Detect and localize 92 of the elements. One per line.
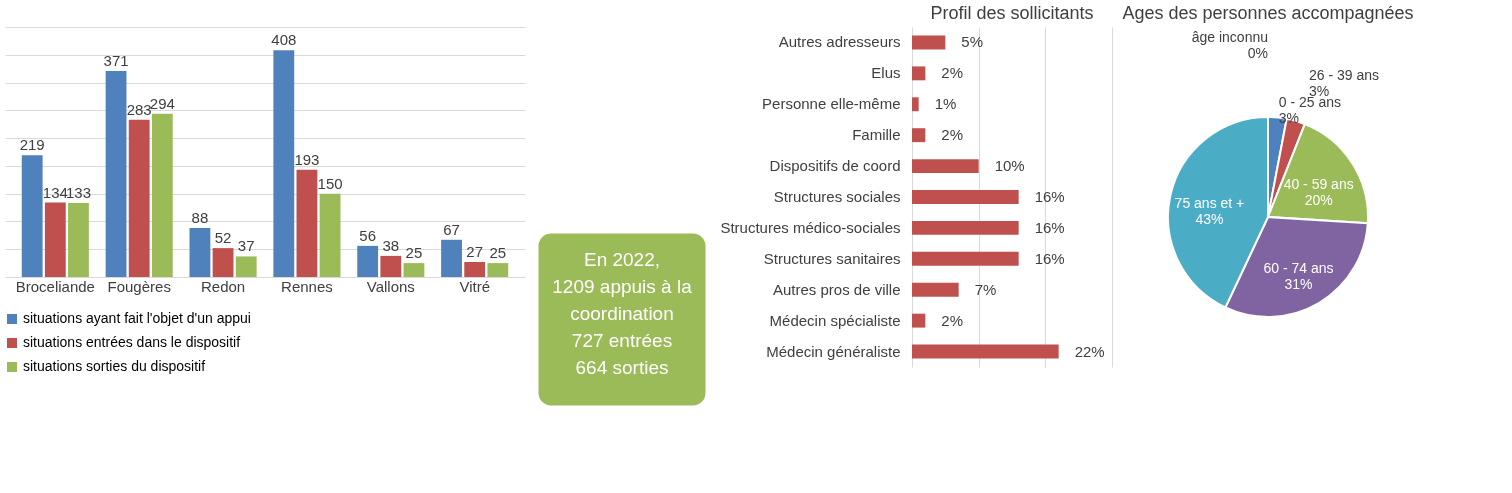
data-label: 43% — [1195, 210, 1224, 227]
bar — [151, 113, 173, 277]
text: En 2022, — [583, 249, 661, 270]
data-label: 37 — [237, 237, 255, 255]
data-label: 16% — [1034, 249, 1065, 267]
bar — [296, 169, 318, 277]
y-tick-label: Médecin généraliste — [766, 342, 901, 360]
data-label: 88 — [191, 209, 209, 227]
bar — [487, 263, 509, 277]
data-label: 67 — [443, 220, 460, 238]
data-label: 31% — [1284, 275, 1313, 292]
x-tick-label: Rennes — [281, 277, 333, 295]
data-label: 10% — [994, 157, 1025, 175]
bar — [441, 239, 462, 277]
bar — [912, 128, 926, 143]
y-tick-label: Elus — [871, 64, 901, 82]
text: 1209 appuis à la — [552, 276, 693, 297]
bar — [319, 193, 341, 277]
y-tick-label: Autres adresseurs — [778, 33, 901, 51]
bar — [21, 155, 43, 277]
data-label: 1% — [934, 95, 957, 113]
data-label: 25 — [489, 244, 507, 262]
slice-label: 75 ans et + — [1174, 194, 1245, 211]
data-label: 20% — [1304, 191, 1333, 208]
y-tick-label: Autres pros de ville — [772, 280, 901, 298]
bar — [912, 282, 959, 297]
data-label: 408 — [271, 31, 297, 49]
legend-label: situations ayant fait l'objet d'un appui — [23, 310, 251, 326]
bar — [912, 344, 1059, 359]
chart-title: Ages des personnes accompagnées — [1122, 3, 1414, 23]
data-label: 16% — [1034, 218, 1065, 236]
text: 664 sorties — [575, 357, 669, 378]
data-label: 7% — [974, 280, 997, 298]
slice-label: 60 - 74 ans — [1263, 259, 1334, 276]
text: 727 entrées — [571, 330, 673, 351]
bar — [128, 119, 150, 277]
bar — [912, 159, 979, 174]
bar — [912, 190, 1019, 204]
bar — [912, 220, 1019, 235]
slice-label: 26 - 39 ans — [1309, 66, 1380, 83]
bar — [380, 255, 402, 277]
bar — [464, 262, 486, 277]
x-tick-label: Vitré — [459, 277, 490, 295]
text: 0% — [1247, 45, 1268, 61]
data-label: 371 — [103, 51, 129, 69]
y-tick-label: Personne elle-même — [762, 95, 901, 113]
legend-label: situations entrées dans le dispositif — [23, 334, 241, 350]
category-label: âge inconnu — [1191, 29, 1268, 45]
y-tick-label: Structures sanitaires — [763, 249, 901, 267]
bar — [212, 248, 234, 277]
x-tick-label: Redon — [200, 277, 246, 295]
data-label: 56 — [359, 226, 377, 244]
bar — [357, 245, 379, 277]
bar — [273, 50, 295, 277]
data-label: 38 — [382, 236, 400, 254]
bar — [235, 256, 257, 277]
text: coordination — [570, 303, 674, 324]
x-tick-label: Broceliande — [15, 277, 95, 295]
bar — [912, 313, 926, 328]
data-label: 2% — [941, 311, 964, 329]
data-label: 150 — [317, 174, 343, 192]
data-label: 2% — [941, 64, 964, 82]
data-label: 134 — [42, 183, 68, 201]
data-label: 16% — [1034, 188, 1065, 205]
data-label: 193 — [294, 150, 320, 168]
bar — [912, 97, 919, 112]
bar — [68, 203, 89, 277]
bar — [912, 251, 1019, 266]
bar — [44, 202, 66, 277]
bar — [912, 35, 946, 50]
x-tick-label: Fougères — [107, 277, 171, 295]
y-tick-label: Structures médico-sociales — [720, 218, 901, 236]
bar — [403, 263, 425, 277]
bar — [189, 228, 211, 277]
y-tick-label: Famille — [852, 126, 901, 144]
data-label: 283 — [126, 100, 152, 118]
y-tick-label: Médecin spécialiste — [769, 311, 901, 329]
data-label: 5% — [961, 33, 984, 51]
data-label: 52 — [214, 229, 232, 247]
x-tick-label: Vallons — [366, 277, 415, 295]
bar — [912, 66, 926, 81]
data-label: 2% — [941, 126, 964, 144]
data-label: 22% — [1074, 342, 1105, 360]
slice-label: 40 - 59 ans — [1283, 175, 1354, 192]
bar — [105, 70, 127, 277]
legend-label: situations sorties du dispositif — [23, 358, 206, 374]
chart-title: Profil des sollicitants — [930, 3, 1094, 23]
y-tick-label: Dispositifs de coord — [769, 157, 901, 175]
data-label: 27 — [466, 243, 484, 260]
y-tick-label: Structures sociales — [773, 188, 901, 205]
data-label: 219 — [19, 136, 45, 154]
data-label: 25 — [405, 244, 423, 262]
